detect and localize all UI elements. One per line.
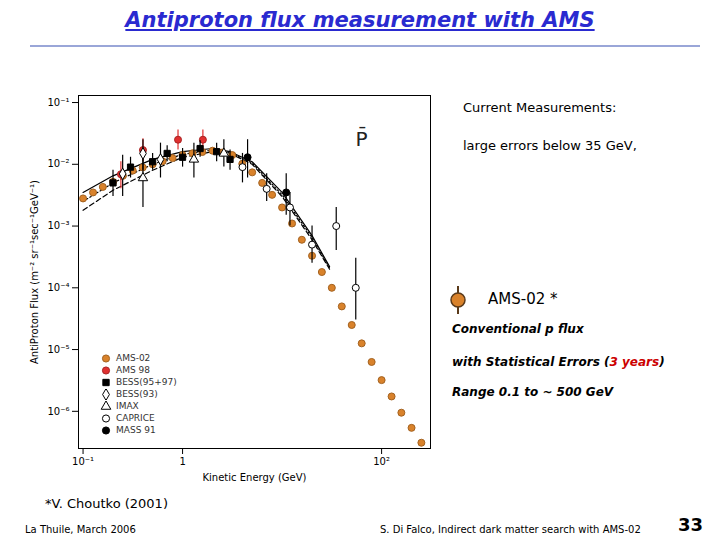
html-text:IMAX: IMAX (116, 401, 139, 411)
html-text:La Thuile, March 2006: La Thuile, March 2006 (25, 524, 136, 535)
html-text:Conventional p flux: Conventional p flux (452, 322, 584, 336)
html-text:Current Measurements:: Current Measurements: (463, 100, 617, 115)
svg-text:10⁻⁴: 10⁻⁴ (47, 282, 69, 293)
html-text:*V. Choutko (2001): *V. Choutko (2001) (45, 496, 168, 511)
html-text:Range 0.1 to ~ 500 GeV: Range 0.1 to ~ 500 GeV (452, 385, 614, 399)
html-text:large errors below 35 GeV,: large errors below 35 GeV, (463, 138, 637, 153)
svg-text:10⁻⁵: 10⁻⁵ (47, 344, 69, 355)
svg-text:10⁻¹: 10⁻¹ (72, 456, 94, 467)
svg-text:10⁻¹: 10⁻¹ (47, 97, 69, 108)
html-text:CAPRICE: CAPRICE (116, 413, 155, 423)
svg-text:AntiProton Flux (m⁻² sr⁻¹sec⁻¹: AntiProton Flux (m⁻² sr⁻¹sec⁻¹GeV⁻¹) (29, 180, 40, 364)
html-text:AMS 98: AMS 98 (116, 365, 150, 375)
svg-text:10⁻²: 10⁻² (47, 158, 69, 169)
html-text:BESS(93): BESS(93) (116, 389, 158, 399)
svg-text:10⁻³: 10⁻³ (47, 220, 69, 231)
svg-text:P̄: P̄ (356, 126, 368, 151)
svg-text:10⁻⁶: 10⁻⁶ (47, 406, 69, 417)
html-text:S. Di Falco, Indirect dark mat: S. Di Falco, Indirect dark matter search… (380, 524, 641, 535)
svg-text:1: 1 (179, 456, 185, 467)
html-text:BESS(95+97): BESS(95+97) (116, 377, 177, 387)
html-text:with Statistical Errors (3 yea: with Statistical Errors (3 years) (452, 355, 665, 369)
html-text:MASS 91: MASS 91 (116, 425, 156, 435)
svg-text:10²: 10² (373, 456, 390, 467)
html-text:AMS-02 *: AMS-02 * (488, 290, 558, 308)
html-text:33: 33 (678, 514, 704, 535)
html-text:AMS-02: AMS-02 (116, 353, 151, 363)
svg-text:Kinetic Energy (GeV): Kinetic Energy (GeV) (203, 472, 307, 483)
html-text:Antiproton flux measurement wi: Antiproton flux measurement with AMS (125, 8, 595, 32)
